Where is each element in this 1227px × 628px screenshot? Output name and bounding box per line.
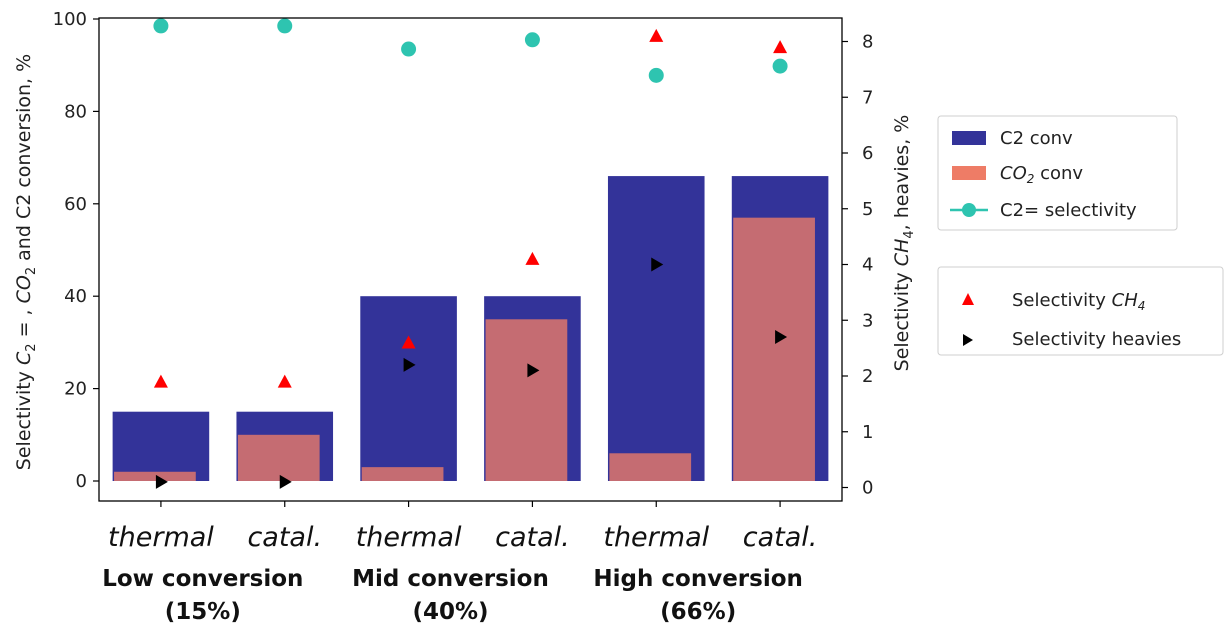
marker-heavies-selectivity bbox=[279, 474, 292, 489]
x-category-label: thermal bbox=[603, 522, 709, 553]
legend-swatch-c2-conv bbox=[952, 131, 986, 145]
x-group-labels: Low conversion (15%) Mid conversion (40%) Hi… bbox=[102, 566, 803, 625]
legend-label-heavies: Selectivity heavies bbox=[1012, 329, 1181, 350]
left-ylabel-mid: = , bbox=[13, 303, 35, 343]
right-tick-label: 6 bbox=[862, 143, 873, 164]
marker-heavies-selectivity bbox=[403, 357, 416, 372]
bar-co2-conv bbox=[114, 471, 196, 481]
left-ylabel-cosub: 2 bbox=[24, 267, 39, 275]
left-tick-label: 0 bbox=[76, 471, 87, 492]
left-tick-label: 60 bbox=[64, 194, 87, 215]
bar-co2-conv bbox=[361, 467, 444, 481]
x-group-label: High conversion bbox=[593, 566, 802, 592]
legend-label-c2-conv: C2 conv bbox=[1000, 128, 1073, 149]
right-tick-label: 3 bbox=[862, 310, 873, 331]
left-ylabel-csub: 2 bbox=[24, 343, 39, 351]
x-group-label: Mid conversion bbox=[352, 566, 549, 592]
legend-ch4-it: CH bbox=[1112, 290, 1139, 311]
marker-heavies-selectivity bbox=[155, 474, 168, 489]
bar-c2-conv bbox=[607, 176, 705, 481]
bar-co2-conv bbox=[237, 434, 320, 481]
right-tick-label: 4 bbox=[862, 255, 873, 276]
legend-marker-ch4 bbox=[962, 293, 974, 305]
markers-layer bbox=[153, 18, 788, 489]
marker-heavies-selectivity bbox=[527, 363, 540, 378]
bar-co2-conv bbox=[609, 453, 692, 481]
legend-co2-sub: 2 bbox=[1027, 172, 1035, 186]
x-group-label: Low conversion bbox=[102, 566, 303, 592]
left-tick-label: 80 bbox=[64, 101, 87, 122]
x-category-label: catal. bbox=[743, 522, 818, 553]
right-y-axis-label: Selectivity CH4, heavies, % bbox=[891, 115, 917, 372]
left-tick-label: 100 bbox=[53, 9, 87, 30]
x-category-labels: thermal catal. thermal catal. thermal catal. bbox=[108, 501, 817, 553]
marker-c2-selectivity bbox=[648, 67, 664, 83]
x-category-label: thermal bbox=[108, 522, 214, 553]
marker-c2-selectivity bbox=[153, 18, 169, 34]
marker-c2-selectivity bbox=[401, 41, 417, 57]
bar-co2-conv bbox=[485, 319, 568, 481]
bar-c2-conv bbox=[360, 296, 457, 481]
right-tick-label: 8 bbox=[862, 32, 873, 53]
bar-c2-conv bbox=[112, 411, 210, 481]
right-y-ticks: 0 1 2 3 4 5 6 7 8 bbox=[842, 32, 873, 499]
x-category-label: thermal bbox=[356, 522, 462, 553]
marker-c2-selectivity bbox=[277, 18, 293, 34]
bar-co2-conv bbox=[733, 217, 815, 481]
legend-label-c2-selectivity: C2= selectivity bbox=[1000, 200, 1137, 221]
left-ylabel-c: C bbox=[13, 351, 35, 365]
legend-primary-frame bbox=[937, 115, 1178, 231]
right-tick-label: 5 bbox=[862, 199, 873, 220]
legend-label-ch4: Selectivity CH4 bbox=[1012, 290, 1145, 313]
left-ylabel-pre: Selectivity bbox=[13, 365, 35, 470]
legend-swatch-co2-conv bbox=[952, 166, 986, 180]
right-ylabel-ch: CH bbox=[891, 239, 913, 267]
bars-layer bbox=[112, 176, 829, 481]
left-ylabel-post: and C2 conversion, % bbox=[13, 54, 35, 267]
legend-label-co2-conv: CO2 conv bbox=[1000, 163, 1083, 186]
marker-c2-selectivity bbox=[772, 58, 788, 74]
left-ylabel-co: CO bbox=[13, 275, 35, 303]
right-ylabel-pre: Selectivity bbox=[891, 266, 913, 371]
right-tick-label: 0 bbox=[862, 478, 873, 499]
marker-ch4-selectivity bbox=[277, 374, 292, 388]
marker-ch4-selectivity bbox=[401, 335, 416, 349]
legend-co2-m: CO bbox=[1000, 163, 1027, 184]
legend-co2-post: conv bbox=[1034, 163, 1083, 184]
plot-frame bbox=[98, 17, 843, 502]
left-tick-label: 40 bbox=[64, 286, 87, 307]
right-ylabel-chsub: 4 bbox=[902, 230, 917, 238]
x-group-sublabel: (66%) bbox=[660, 599, 736, 625]
x-group-sublabel: (40%) bbox=[412, 599, 488, 625]
legend-ch4-sub: 4 bbox=[1138, 299, 1146, 313]
x-category-label: catal. bbox=[247, 522, 322, 553]
marker-ch4-selectivity bbox=[649, 28, 664, 42]
right-tick-label: 7 bbox=[862, 87, 873, 108]
legend-marker-c2-selectivity bbox=[962, 203, 976, 217]
x-category-label: catal. bbox=[495, 522, 570, 553]
legend-secondary-frame bbox=[937, 266, 1224, 356]
left-tick-label: 20 bbox=[64, 379, 87, 400]
legend-secondary: Selectivity CH4 Selectivity heavies bbox=[937, 266, 1224, 356]
right-tick-label: 1 bbox=[862, 422, 873, 443]
left-y-axis-label: Selectivity C2 = , CO2 and C2 conversion… bbox=[13, 54, 39, 470]
marker-c2-selectivity bbox=[524, 32, 540, 48]
legend-primary: C2 conv CO2 conv C2= selectivity bbox=[937, 115, 1178, 231]
legend-marker-heavies bbox=[963, 334, 973, 346]
marker-heavies-selectivity bbox=[775, 329, 788, 344]
legend-ch4-m: Selectivity bbox=[1012, 290, 1112, 311]
right-tick-label: 2 bbox=[862, 366, 873, 387]
marker-heavies-selectivity bbox=[651, 257, 664, 272]
right-ylabel-post: , heavies, % bbox=[891, 115, 913, 231]
marker-ch4-selectivity bbox=[525, 251, 540, 265]
left-y-ticks: 0 20 40 60 80 100 bbox=[53, 9, 99, 492]
x-group-sublabel: (15%) bbox=[165, 599, 241, 625]
marker-ch4-selectivity bbox=[153, 374, 168, 388]
marker-ch4-selectivity bbox=[773, 40, 788, 54]
